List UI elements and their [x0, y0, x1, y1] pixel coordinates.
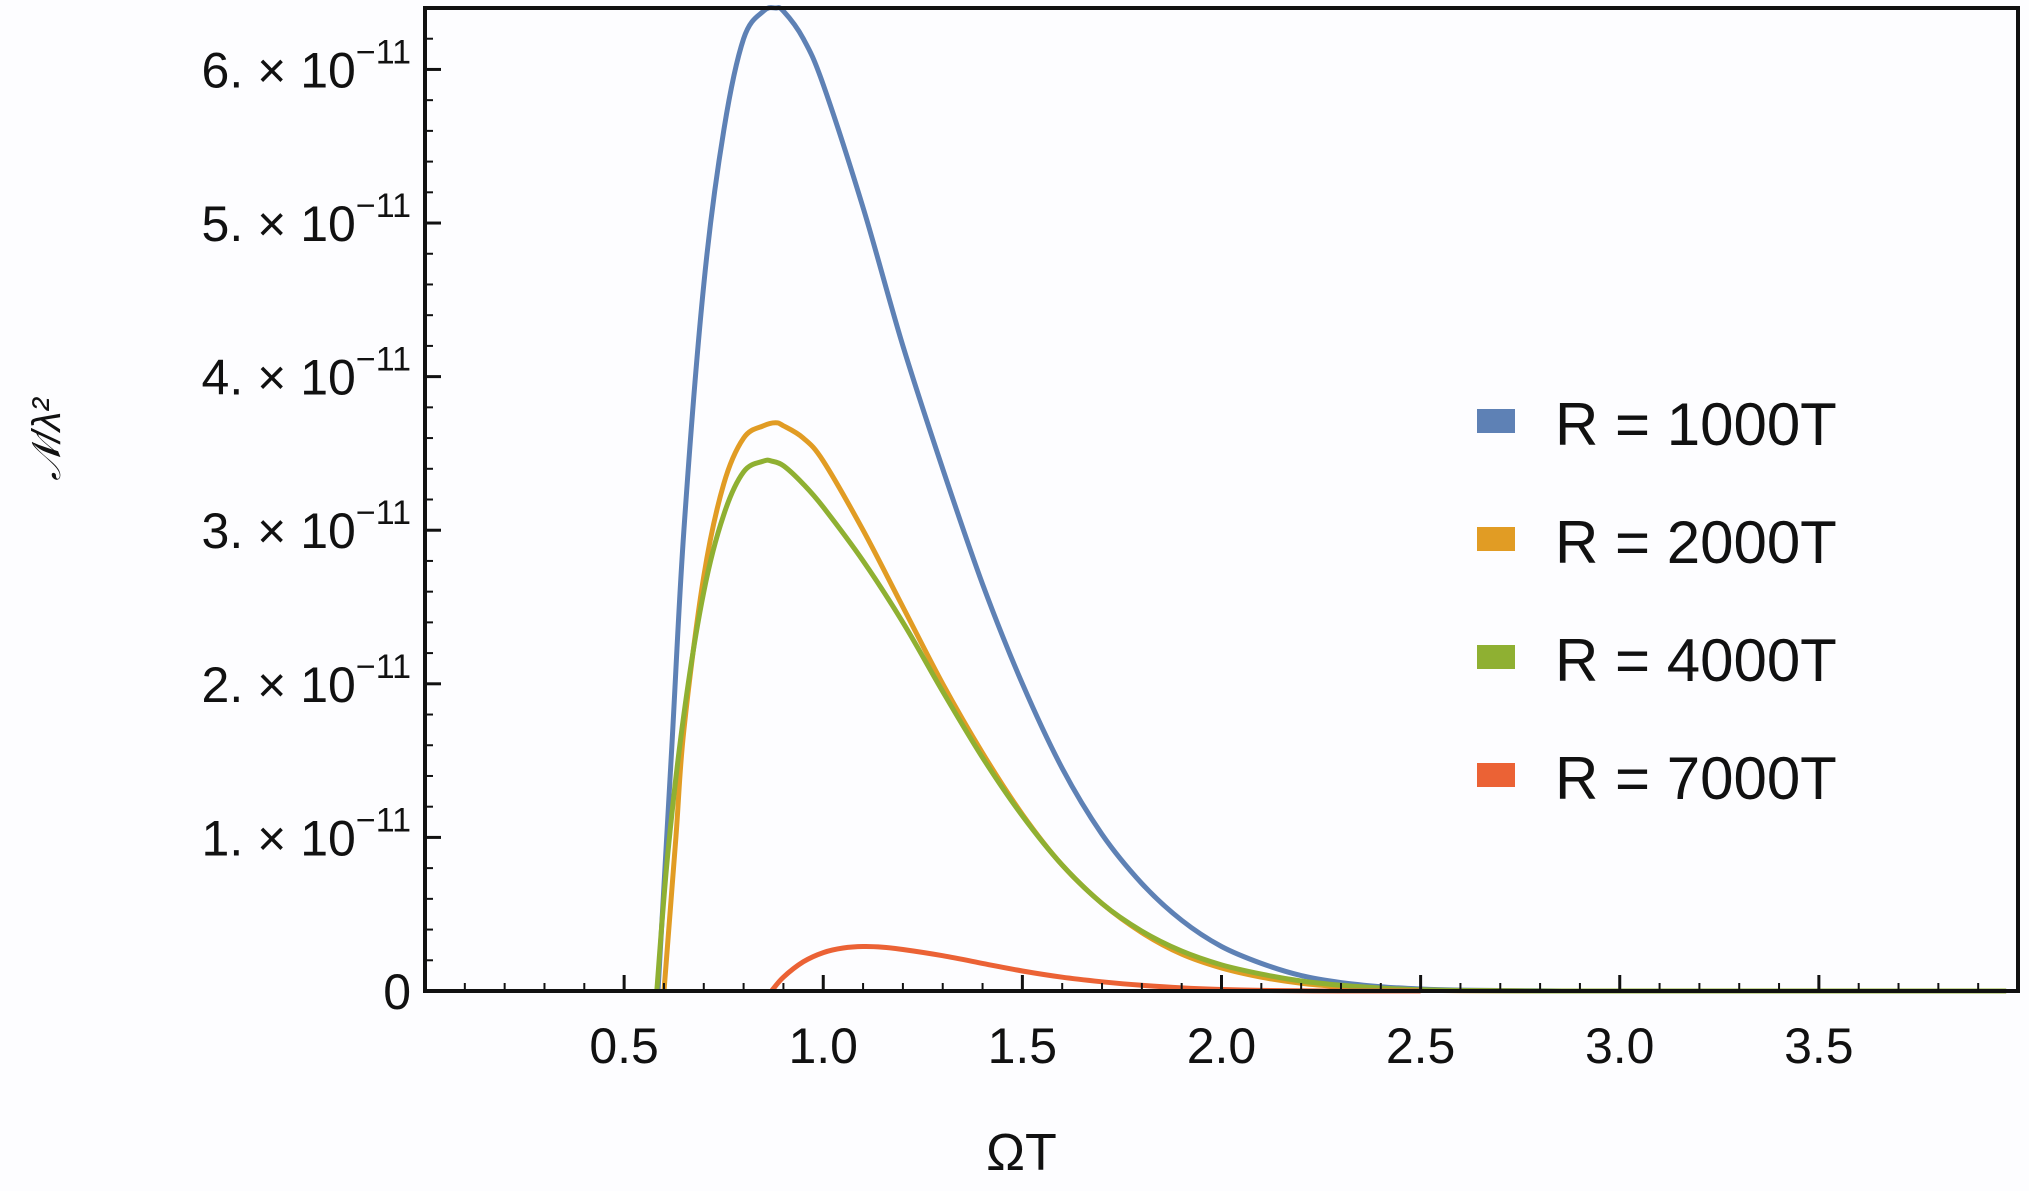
x-tick-label: 1.5 — [988, 1018, 1058, 1074]
legend-label: R = 2000T — [1555, 509, 1837, 576]
legend-label: R = 4000T — [1555, 627, 1837, 694]
y-tick-label: 6. × 10−11 — [202, 33, 411, 98]
plot-frame — [423, 6, 2020, 993]
y-tick-label: 5. × 10−11 — [202, 187, 411, 252]
x-tick-label: 3.5 — [1784, 1018, 1854, 1074]
legend: R = 1000T R = 2000T R = 4000T R = 7000T — [1477, 391, 1837, 812]
x-tick-label: 2.5 — [1386, 1018, 1456, 1074]
y-tick-label: 0 — [383, 964, 411, 1020]
legend-swatch — [1477, 527, 1515, 551]
x-axis-ticks: 0.5 1.0 1.5 2.0 2.5 3.0 3.5 — [463, 975, 1980, 1074]
legend-label: R = 1000T — [1555, 391, 1837, 458]
legend-label: R = 7000T — [1555, 745, 1837, 812]
legend-swatch — [1477, 763, 1515, 787]
x-axis-label: ΩT — [986, 1124, 1057, 1182]
x-tick-label: 3.0 — [1585, 1018, 1655, 1074]
y-tick-label: 2. × 10−11 — [202, 648, 411, 713]
x-tick-label: 1.0 — [788, 1018, 858, 1074]
legend-swatch — [1477, 645, 1515, 669]
legend-swatch — [1477, 409, 1515, 433]
y-tick-label: 4. × 10−11 — [202, 341, 411, 406]
x-tick-label: 2.0 — [1187, 1018, 1257, 1074]
y-tick-label: 1. × 10−11 — [202, 801, 411, 866]
y-axis-ticks: 0 1. × 10−11 2. × 10−11 3. × 10−11 4. × 10−1… — [202, 33, 441, 1020]
y-tick-label: 3. × 10−11 — [202, 494, 411, 559]
y-axis-label: 𝒩/λ² — [25, 397, 69, 481]
x-tick-label: 0.5 — [589, 1018, 659, 1074]
